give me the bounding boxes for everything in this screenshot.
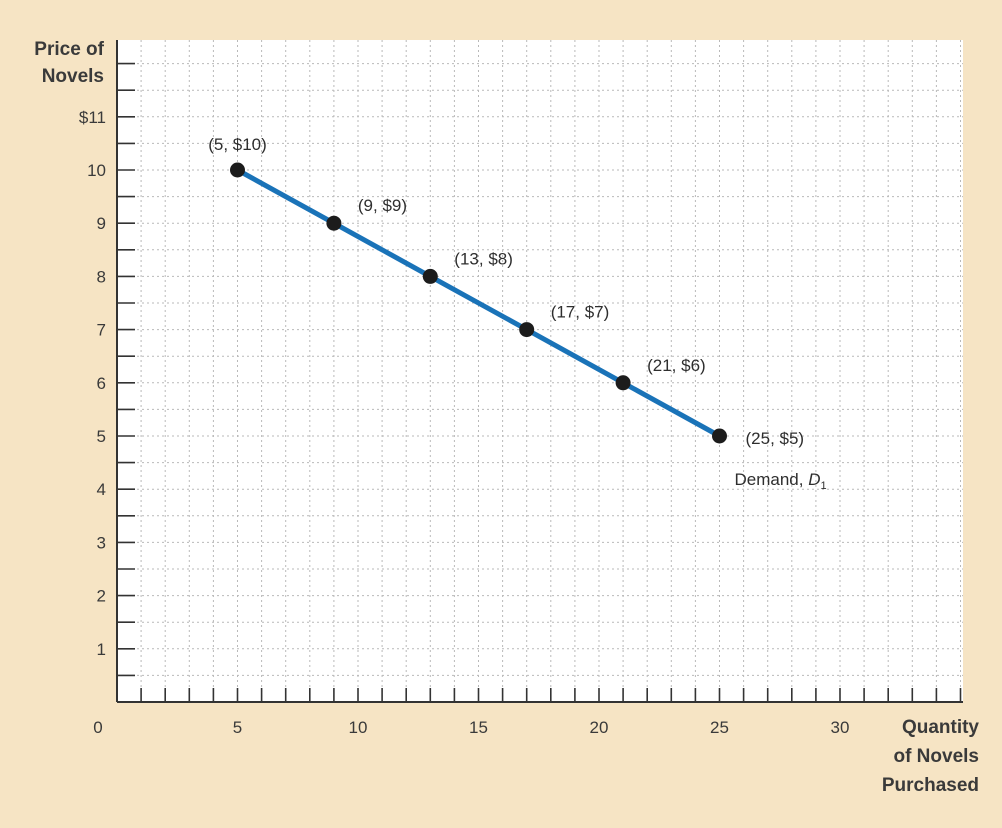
y-tick-label: 3 bbox=[97, 533, 106, 552]
y-tick-label: 1 bbox=[97, 640, 106, 659]
data-point bbox=[230, 162, 245, 178]
y-tick-label: $11 bbox=[79, 108, 106, 127]
data-label: (21, $6) bbox=[647, 356, 706, 375]
y-axis-title: Price of bbox=[34, 39, 104, 60]
data-label: (9, $9) bbox=[358, 196, 407, 215]
x-tick-label: 30 bbox=[831, 718, 850, 737]
x-tick-label: 15 bbox=[469, 718, 488, 737]
x-tick-label: 25 bbox=[710, 718, 729, 737]
y-tick-label: 10 bbox=[87, 161, 106, 180]
x-tick-label: 5 bbox=[233, 718, 242, 737]
data-label: (5, $10) bbox=[208, 135, 267, 154]
x-tick-label: 10 bbox=[349, 718, 368, 737]
y-tick-label: 7 bbox=[97, 321, 106, 340]
point-labels: (5, $10) (9, $9) (13, $8) (17, $7) (21, $6) (… bbox=[208, 135, 826, 492]
y-tick-label: 5 bbox=[97, 427, 106, 446]
data-point bbox=[712, 428, 727, 444]
data-label: (13, $8) bbox=[454, 249, 513, 268]
x-axis-title: Quantity bbox=[902, 717, 979, 738]
y-tick-label: 8 bbox=[97, 267, 106, 286]
data-point bbox=[422, 268, 438, 284]
y-tick-label: 2 bbox=[97, 587, 106, 606]
y-tick-label: 6 bbox=[97, 374, 106, 393]
x-axis-title: of Novels bbox=[893, 746, 979, 767]
x-tick-labels: 0 5 10 15 20 25 30 bbox=[93, 718, 849, 737]
data-label: (25, $5) bbox=[746, 429, 805, 448]
data-point bbox=[615, 375, 631, 391]
series-label: Demand, D1 bbox=[735, 470, 827, 492]
data-point bbox=[519, 322, 535, 338]
y-tick-labels: 1 2 3 4 5 6 7 8 9 10 $11 bbox=[79, 108, 106, 659]
grid bbox=[117, 40, 963, 702]
axis-titles: Price of Novels Quantity of Novels Purchased bbox=[34, 39, 979, 796]
data-label: (17, $7) bbox=[551, 303, 610, 322]
y-tick-label: 4 bbox=[97, 480, 106, 499]
data-point bbox=[326, 215, 342, 231]
x-tick-label: 20 bbox=[590, 718, 609, 737]
plot-background bbox=[117, 40, 963, 702]
axes bbox=[116, 40, 963, 703]
x-axis-title: Purchased bbox=[882, 775, 979, 796]
tick-marks bbox=[117, 62, 962, 702]
y-axis-title: Novels bbox=[42, 66, 104, 87]
demand-curve-line bbox=[235, 167, 722, 439]
series-layer bbox=[230, 162, 727, 444]
y-tick-label: 9 bbox=[97, 214, 106, 233]
x-tick-label: 0 bbox=[93, 718, 102, 737]
